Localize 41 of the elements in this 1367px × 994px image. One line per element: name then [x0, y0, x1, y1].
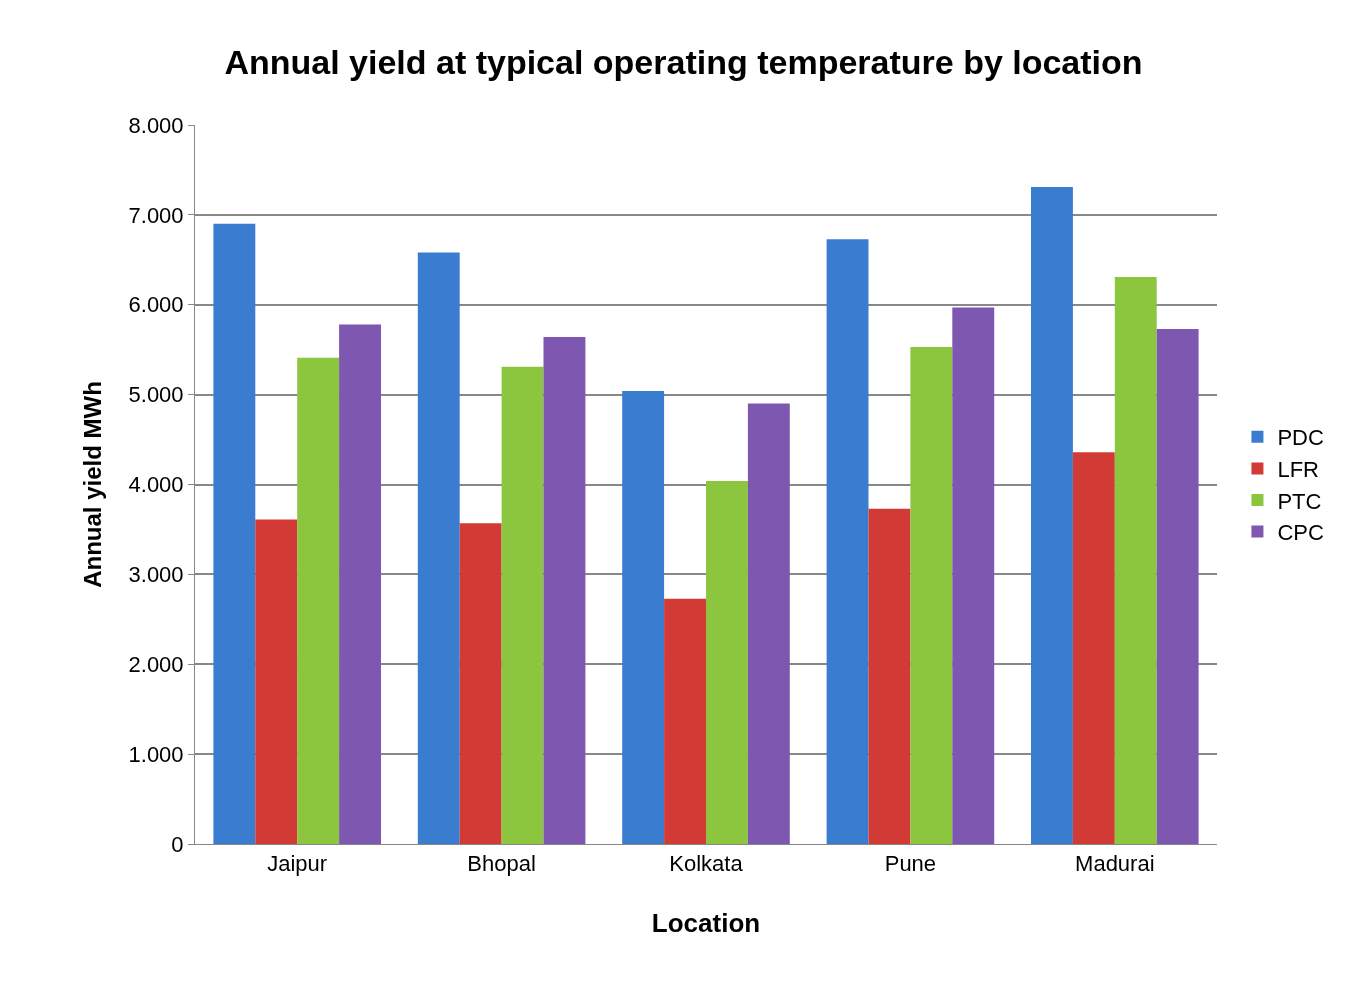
bar — [543, 337, 586, 844]
bar — [297, 357, 340, 844]
bar — [910, 346, 953, 844]
bar — [459, 523, 502, 844]
bar — [255, 519, 298, 844]
bar — [213, 223, 256, 844]
bar — [747, 403, 790, 844]
bar — [826, 239, 869, 844]
bar — [664, 598, 706, 844]
x-tick-label: Bhopal — [467, 851, 536, 877]
x-tick-label: Pune — [884, 851, 937, 877]
y-tick-label: 5.000 — [128, 382, 184, 408]
bar — [1031, 187, 1073, 844]
y-tick-label: 8.000 — [128, 112, 184, 138]
bar — [622, 391, 665, 844]
legend-label: PTC — [1277, 488, 1322, 514]
x-tick-label: Madurai — [1075, 851, 1155, 877]
bar — [952, 307, 995, 844]
bar — [339, 324, 381, 844]
bar — [1114, 276, 1157, 844]
bar — [868, 508, 911, 844]
bar — [501, 366, 544, 844]
y-tick-label: 6.000 — [128, 292, 184, 318]
bar — [417, 252, 460, 844]
y-tick-label: 7.000 — [128, 202, 184, 228]
bar — [1156, 329, 1199, 844]
x-tick-label: Kolkata — [669, 851, 744, 877]
legend-label: CPC — [1277, 520, 1324, 546]
y-tick-label: 0 — [171, 831, 184, 857]
bar — [1072, 452, 1115, 844]
y-axis-title: Annual yield MWh — [78, 381, 106, 588]
y-tick-label: 4.000 — [128, 472, 184, 498]
x-axis-title: Location — [651, 908, 761, 938]
legend-label: LFR — [1277, 456, 1319, 482]
y-tick-label: 3.000 — [128, 562, 184, 588]
bar — [706, 480, 748, 844]
x-tick-label: Jaipur — [267, 851, 328, 877]
legend-label: PDC — [1277, 425, 1324, 451]
y-tick-label: 2.000 — [128, 651, 184, 677]
y-tick-label: 1.000 — [128, 741, 184, 767]
chart-title: Annual yield at typical operating temperature by location — [224, 42, 1143, 81]
